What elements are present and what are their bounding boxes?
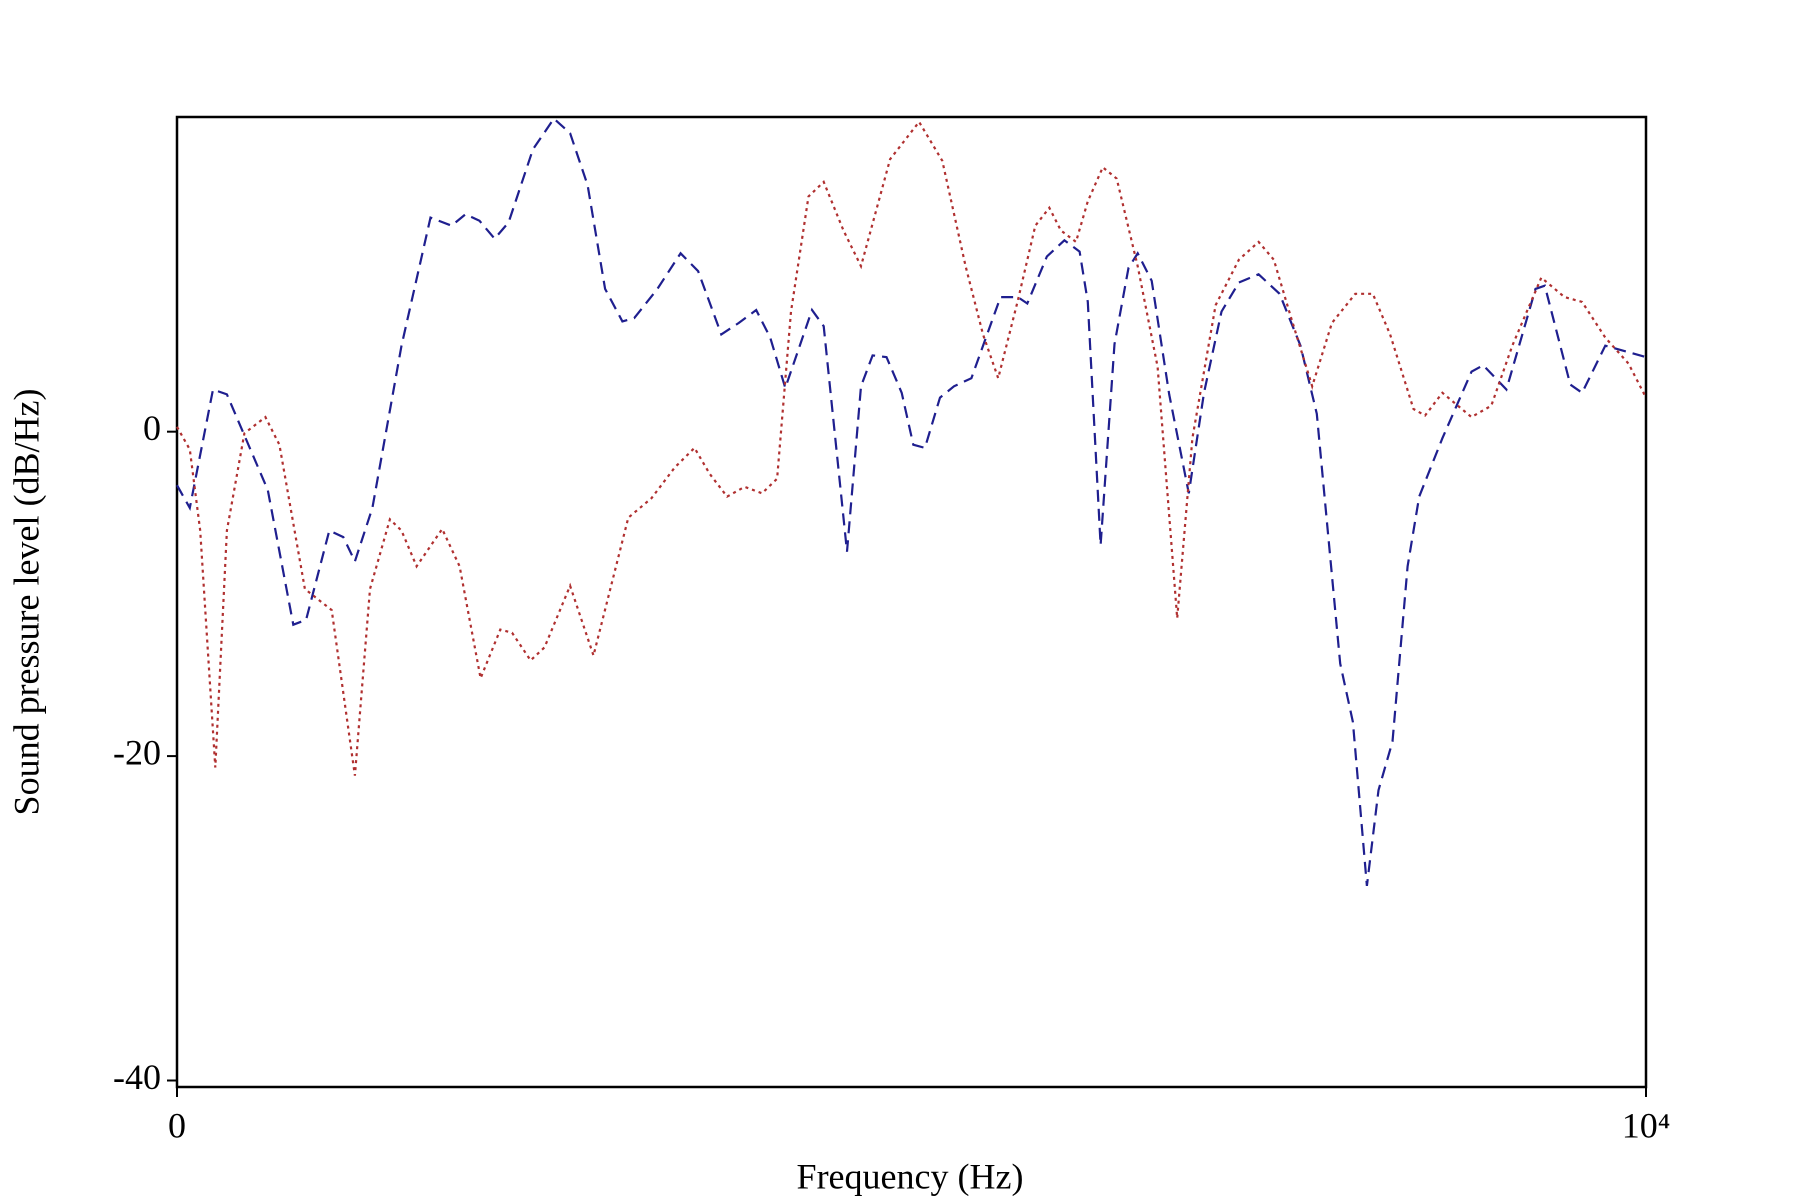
x-axis-label: Frequency (Hz) xyxy=(797,1156,1024,1196)
x-tick-label: 10⁴ xyxy=(1622,1105,1671,1145)
x-tick-label: 0 xyxy=(168,1105,186,1145)
y-tick-label: 0 xyxy=(143,408,161,448)
series-line xyxy=(176,116,1647,887)
plot-frame xyxy=(175,115,1648,1089)
y-tick-label: -40 xyxy=(113,1057,161,1097)
y-tick-label: -20 xyxy=(113,732,161,772)
series-line xyxy=(176,119,1647,776)
y-axis-label: Sound pressure level (dB/Hz) xyxy=(6,389,46,816)
